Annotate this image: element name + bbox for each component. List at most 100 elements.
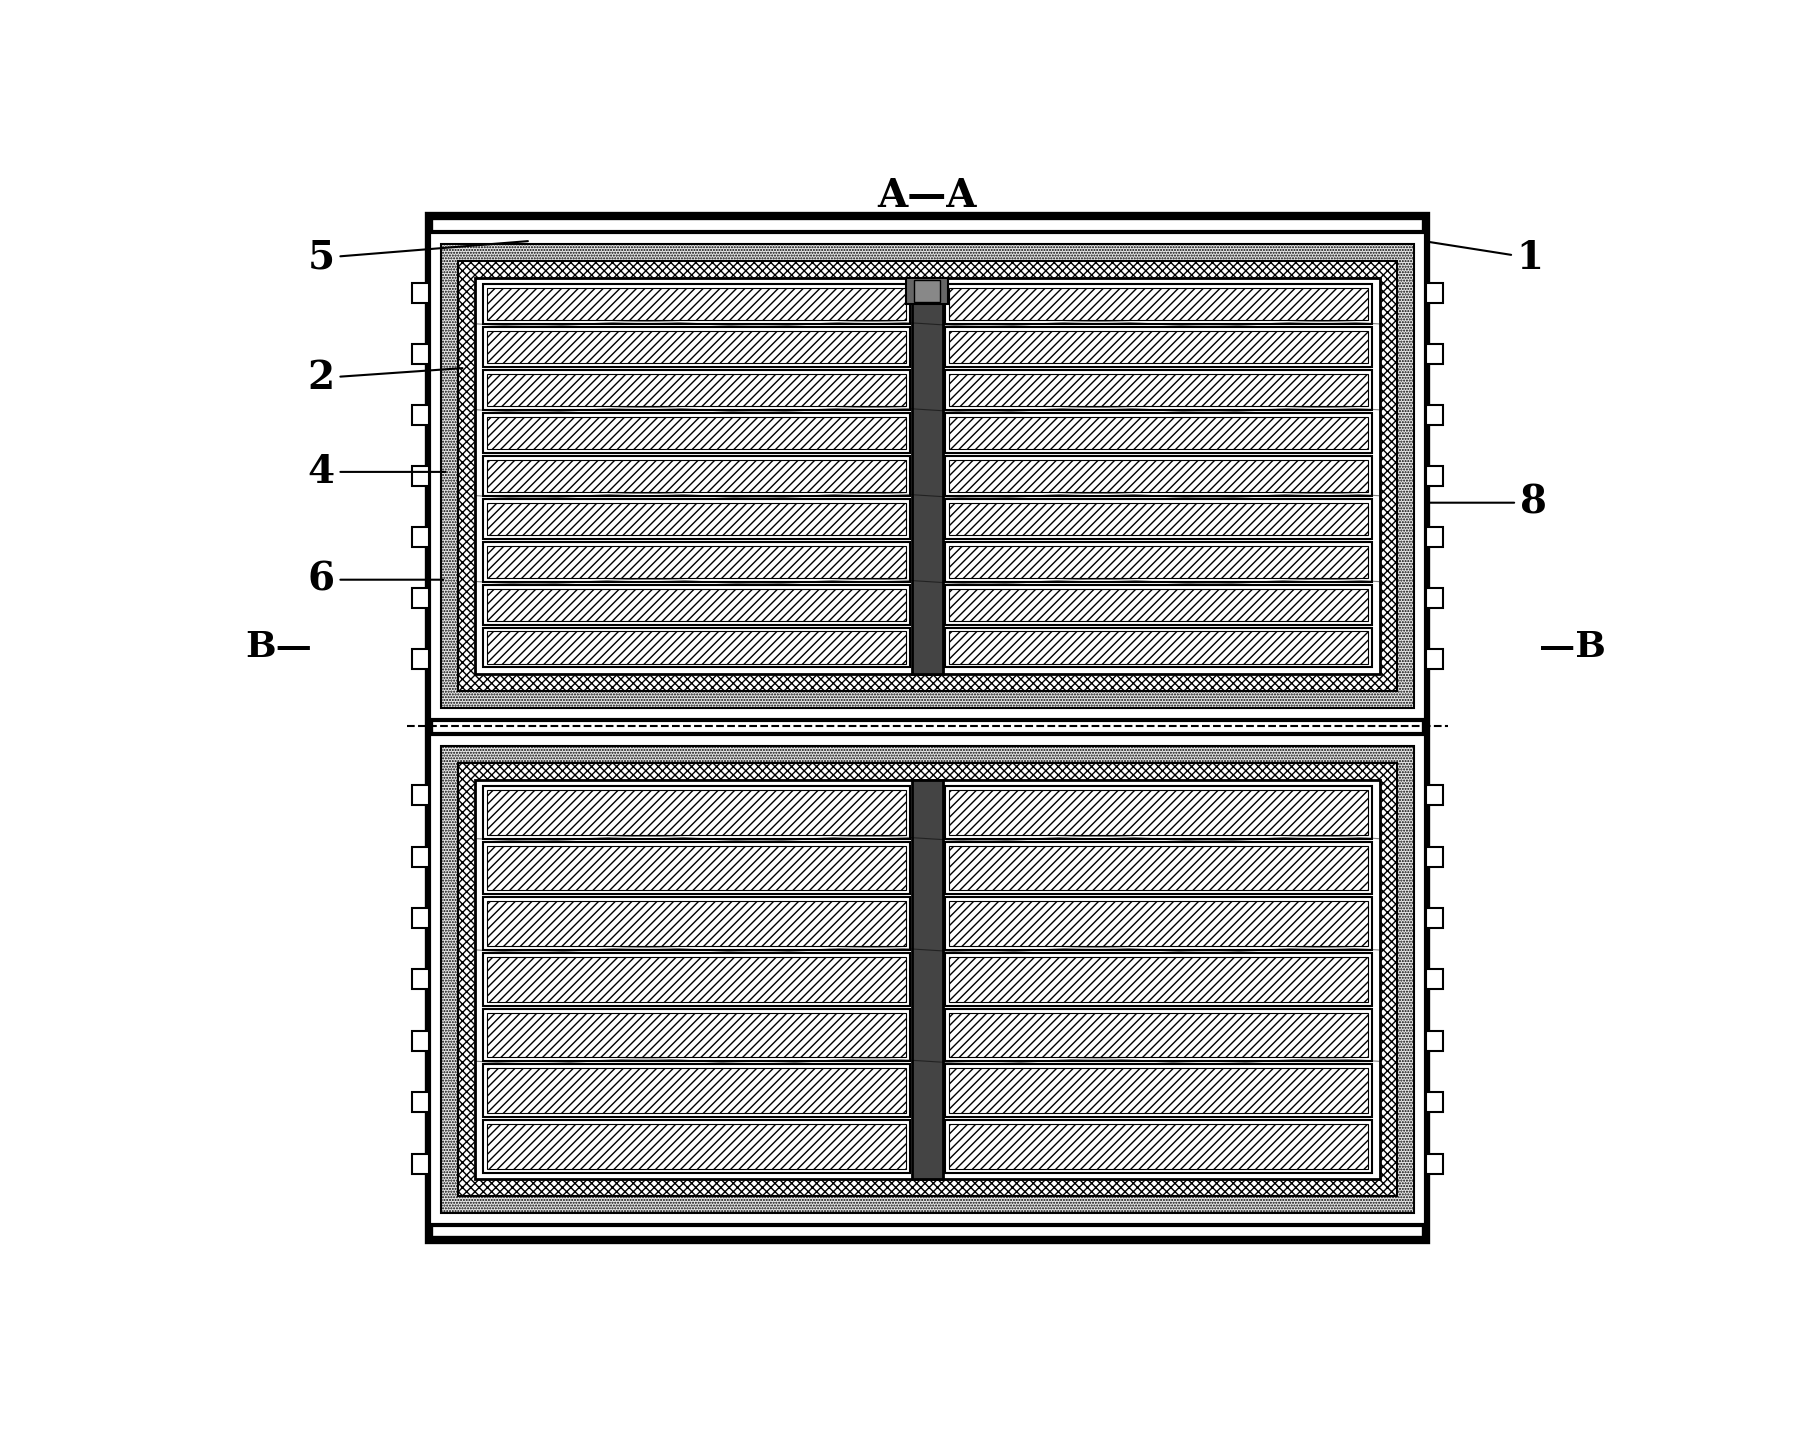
Bar bbox=[945, 499, 1372, 539]
Bar bbox=[1426, 785, 1444, 805]
Bar bbox=[486, 1068, 905, 1113]
Bar bbox=[949, 901, 1368, 947]
Bar bbox=[949, 1012, 1368, 1057]
Bar bbox=[945, 456, 1372, 496]
Bar bbox=[949, 373, 1368, 406]
Bar bbox=[486, 546, 905, 578]
Bar bbox=[482, 1008, 909, 1061]
Bar bbox=[412, 908, 428, 928]
Text: —B: —B bbox=[1540, 631, 1606, 665]
Bar bbox=[486, 1124, 905, 1168]
Bar bbox=[486, 632, 905, 664]
Bar bbox=[486, 589, 905, 621]
Bar bbox=[945, 327, 1372, 368]
Bar bbox=[945, 1008, 1372, 1061]
Bar bbox=[482, 952, 909, 1005]
Bar bbox=[482, 1120, 909, 1173]
Bar bbox=[949, 459, 1368, 492]
Bar bbox=[1426, 1031, 1444, 1051]
Bar bbox=[1426, 343, 1444, 363]
Bar bbox=[412, 343, 428, 363]
Bar bbox=[482, 542, 909, 582]
Bar bbox=[1426, 283, 1444, 303]
Bar bbox=[945, 898, 1372, 950]
Bar bbox=[482, 327, 909, 368]
Bar bbox=[945, 787, 1372, 838]
Bar bbox=[482, 1064, 909, 1117]
Bar bbox=[907, 277, 949, 305]
Bar bbox=[949, 1124, 1368, 1168]
Bar bbox=[486, 287, 905, 320]
Bar bbox=[428, 734, 1426, 1226]
Bar bbox=[1426, 649, 1444, 669]
Bar bbox=[945, 952, 1372, 1005]
Bar bbox=[459, 764, 1397, 1195]
Bar bbox=[913, 277, 943, 674]
Bar bbox=[949, 330, 1368, 363]
Bar bbox=[1426, 1093, 1444, 1113]
Bar bbox=[475, 779, 1381, 1178]
Bar bbox=[1426, 526, 1444, 546]
Bar bbox=[482, 842, 909, 894]
Bar bbox=[428, 232, 1426, 719]
Bar bbox=[945, 1064, 1372, 1117]
Bar bbox=[945, 285, 1372, 323]
Bar bbox=[949, 287, 1368, 320]
Text: 8: 8 bbox=[1426, 483, 1547, 522]
Text: 6: 6 bbox=[307, 561, 443, 599]
Bar bbox=[1426, 588, 1444, 608]
Bar bbox=[1426, 405, 1444, 425]
Bar bbox=[412, 970, 428, 990]
Bar bbox=[412, 847, 428, 867]
Bar bbox=[1426, 466, 1444, 486]
Bar bbox=[412, 649, 428, 669]
Bar bbox=[945, 542, 1372, 582]
Bar bbox=[482, 585, 909, 625]
Bar bbox=[1426, 1154, 1444, 1174]
Bar bbox=[412, 785, 428, 805]
Text: A—A: A—A bbox=[878, 177, 978, 216]
Bar bbox=[914, 280, 940, 302]
Text: B—: B— bbox=[246, 631, 313, 665]
Bar bbox=[486, 1012, 905, 1057]
Bar bbox=[945, 842, 1372, 894]
Bar bbox=[945, 1120, 1372, 1173]
Bar bbox=[441, 746, 1413, 1213]
Bar bbox=[486, 957, 905, 1002]
Bar bbox=[945, 628, 1372, 668]
Bar bbox=[486, 459, 905, 492]
Bar bbox=[949, 416, 1368, 449]
Bar bbox=[949, 957, 1368, 1002]
Bar bbox=[412, 1093, 428, 1113]
Bar bbox=[486, 373, 905, 406]
Bar bbox=[486, 416, 905, 449]
Bar bbox=[913, 779, 943, 1178]
Bar bbox=[482, 285, 909, 323]
Text: 4: 4 bbox=[307, 453, 446, 490]
Text: 1: 1 bbox=[1426, 239, 1543, 277]
Bar bbox=[1426, 847, 1444, 867]
Bar bbox=[486, 845, 905, 891]
Bar bbox=[412, 1031, 428, 1051]
Bar bbox=[949, 789, 1368, 835]
Bar bbox=[949, 502, 1368, 535]
Bar bbox=[945, 585, 1372, 625]
Bar bbox=[486, 330, 905, 363]
Bar bbox=[486, 502, 905, 535]
Bar bbox=[486, 789, 905, 835]
Bar bbox=[949, 1068, 1368, 1113]
Bar bbox=[486, 901, 905, 947]
Bar bbox=[482, 370, 909, 410]
Bar bbox=[475, 277, 1381, 674]
Bar bbox=[949, 589, 1368, 621]
Bar bbox=[412, 405, 428, 425]
Bar bbox=[441, 245, 1413, 708]
Bar bbox=[459, 260, 1397, 691]
Bar bbox=[949, 632, 1368, 664]
Bar bbox=[428, 216, 1426, 1240]
Bar bbox=[482, 787, 909, 838]
Bar bbox=[412, 588, 428, 608]
Bar bbox=[945, 370, 1372, 410]
Text: 2: 2 bbox=[307, 359, 463, 398]
Bar bbox=[1426, 970, 1444, 990]
